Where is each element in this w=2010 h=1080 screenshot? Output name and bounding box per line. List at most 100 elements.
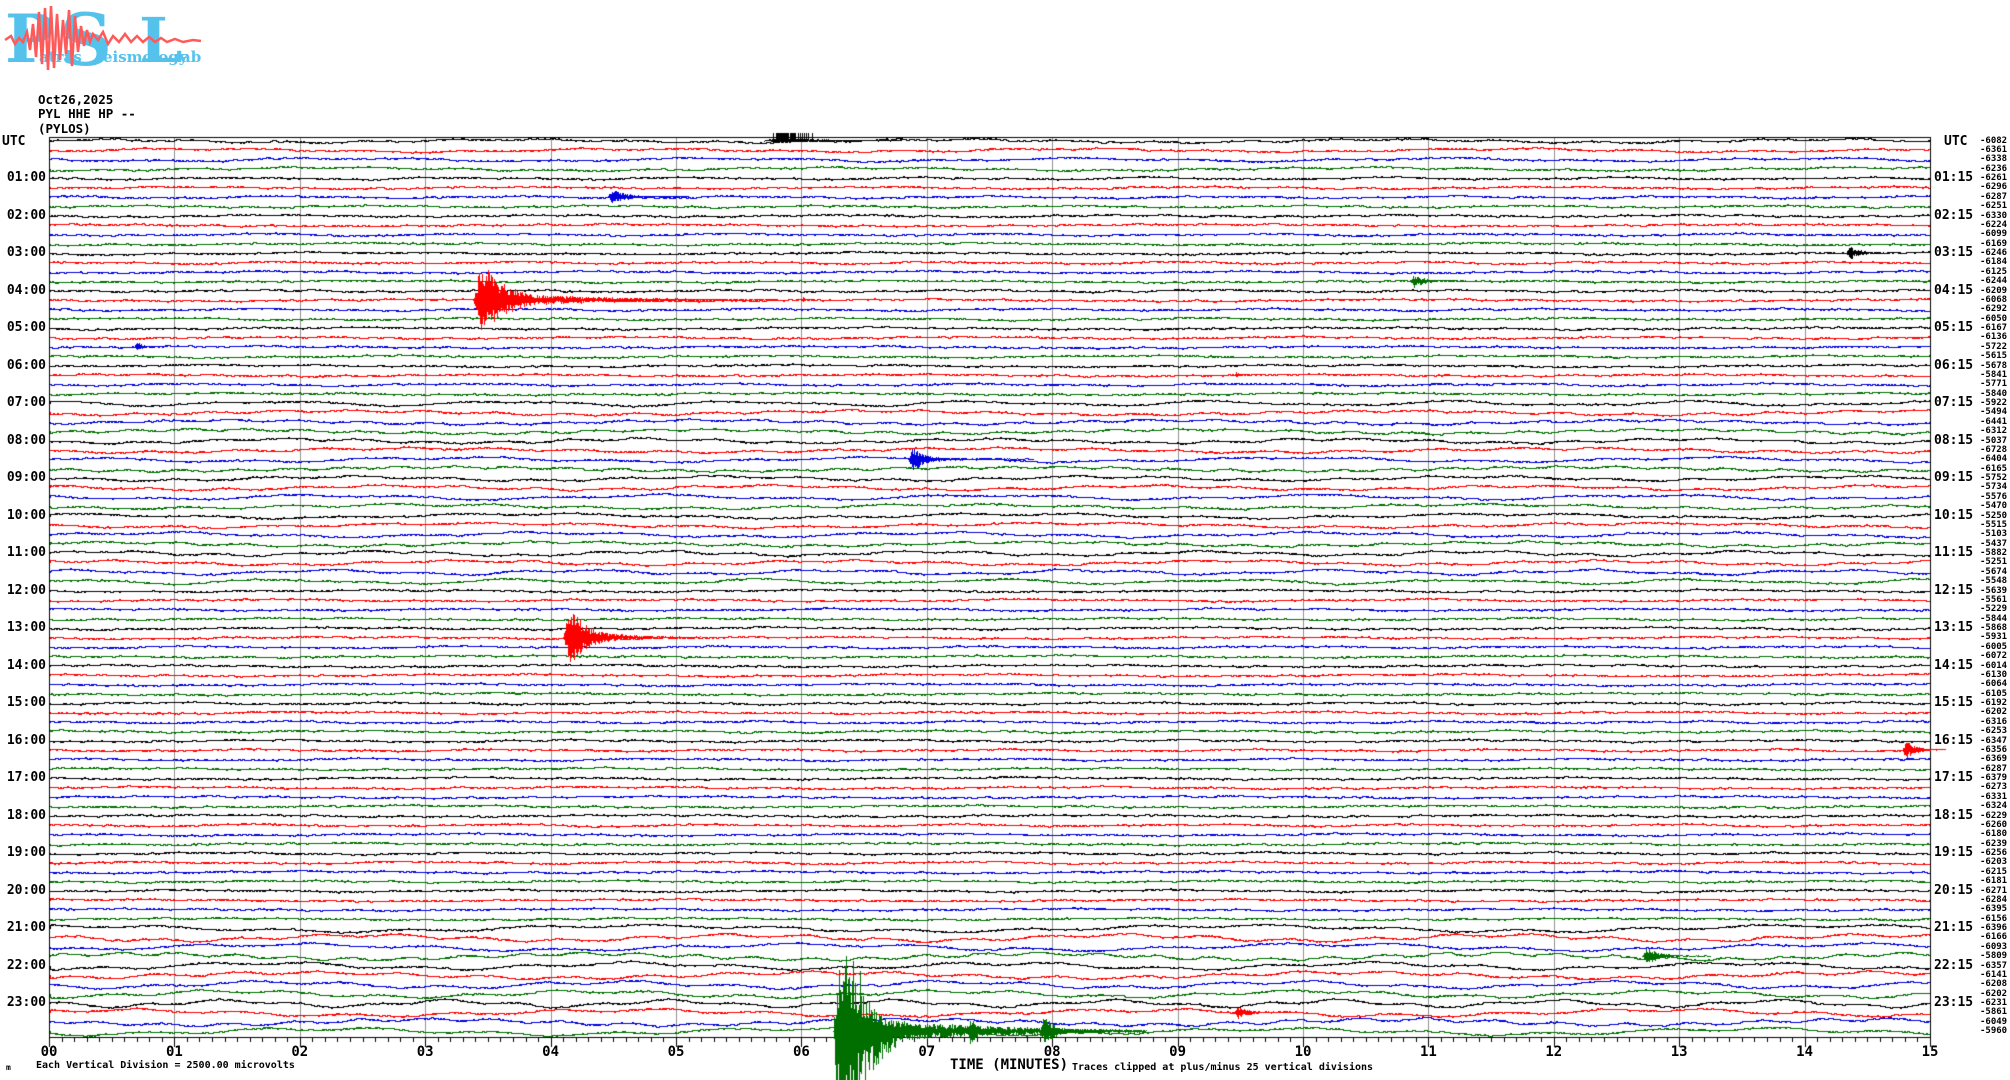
offset-value: -6287 [1980, 191, 2008, 202]
right-time-label: 13:15 [1934, 620, 1974, 635]
offset-value: -6244 [1980, 276, 2008, 287]
offset-value: -6169 [1980, 238, 2008, 249]
offset-value: -6105 [1980, 688, 2008, 699]
offset-value: -6224 [1980, 219, 2008, 230]
left-time-label: 12:00 [6, 582, 46, 598]
offset-value: -6068 [1980, 294, 2008, 305]
right-time-label: 07:15 [1934, 395, 1974, 410]
offset-value: -6338 [1980, 154, 2008, 165]
offset-value: -6156 [1980, 913, 2008, 924]
offset-value: -6379 [1980, 773, 2008, 783]
x-axis-title: TIME (MINUTES) [950, 1057, 1069, 1073]
right-time-label: 03:15 [1934, 245, 1974, 260]
minute-tick-label: 00 [40, 1044, 58, 1060]
offset-value: -6312 [1980, 426, 2008, 437]
offset-value: -6395 [1980, 904, 2008, 915]
offset-value: -6099 [1980, 229, 2008, 240]
left-time-label: 10:00 [6, 507, 46, 523]
minute-tick-label: 15 [1921, 1044, 1939, 1060]
offset-value: -5722 [1980, 341, 2008, 352]
right-time-label: 21:15 [1934, 920, 1974, 935]
minute-tick-label: 05 [667, 1044, 685, 1060]
header-location: (PYLOS) [38, 121, 91, 136]
offset-value: -5861 [1980, 1007, 2008, 1018]
minute-tick-label: 08 [1043, 1044, 1061, 1060]
offset-value: -5639 [1980, 585, 2008, 596]
left-time-label: 14:00 [6, 657, 46, 673]
left-time-label: 16:00 [6, 732, 46, 748]
left-time-label: 22:00 [6, 957, 46, 973]
left-time-label: 03:00 [6, 245, 46, 260]
offset-value: -6296 [1980, 182, 2008, 193]
left-time-label: 02:00 [6, 207, 46, 223]
right-time-label: 20:15 [1934, 882, 1974, 898]
right-time-label: 08:15 [1934, 432, 1974, 448]
corner-mark: m [6, 1063, 11, 1072]
offset-value: -6130 [1980, 669, 2008, 680]
offset-value: -6229 [1980, 810, 2008, 821]
right-time-label: 11:15 [1934, 545, 1974, 560]
offset-value: -6005 [1980, 641, 2008, 652]
offset-value: -5678 [1980, 360, 2008, 371]
right-time-label: 19:15 [1934, 845, 1974, 860]
minute-tick-label: 06 [792, 1044, 810, 1060]
utc-label-right: UTC [1944, 134, 1968, 149]
offset-value: -6082 [1980, 135, 2008, 146]
offset-value: -6014 [1980, 660, 2008, 671]
minute-tick-label: 02 [291, 1044, 309, 1060]
offset-value: -6441 [1980, 416, 2008, 427]
offset-value: -6253 [1980, 726, 2008, 737]
offset-value: -6396 [1980, 923, 2008, 933]
header-station: PYL HHE HP -- [38, 106, 136, 121]
offset-value: -6330 [1980, 210, 2008, 221]
offset-value: -6050 [1980, 313, 2008, 324]
minute-tick-label: 07 [918, 1044, 936, 1060]
offset-value: -5844 [1980, 613, 2008, 624]
offset-value: -6271 [1980, 885, 2008, 896]
offset-value: -5809 [1980, 951, 2008, 962]
right-time-label: 16:15 [1934, 732, 1974, 748]
offset-value: -6356 [1980, 744, 2008, 755]
logo-word-seismology: eismology [103, 48, 189, 66]
scale-note: Each Vertical Division = 2500.00 microvo… [36, 1060, 295, 1071]
offset-value: -6166 [1980, 932, 2008, 943]
left-time-label: 20:00 [6, 882, 46, 898]
minute-tick-label: 09 [1169, 1044, 1187, 1060]
offset-value: -6316 [1980, 716, 2008, 727]
offset-value: -5437 [1980, 538, 2008, 549]
offset-value: -6167 [1980, 323, 2008, 333]
logo-waveform-icon [4, 5, 202, 71]
right-time-label: 23:15 [1934, 995, 1974, 1010]
right-time-label: 04:15 [1934, 282, 1974, 298]
minute-tick-label: 04 [542, 1044, 560, 1060]
right-time-label: 18:15 [1934, 807, 1974, 823]
offset-value: -5922 [1980, 398, 2008, 408]
offset-value: -6404 [1980, 454, 2008, 465]
offset-value: -6231 [1980, 998, 2008, 1008]
left-time-label: 07:00 [6, 395, 46, 410]
offset-value: -5229 [1980, 604, 2008, 615]
right-time-label: 01:15 [1934, 170, 1974, 185]
left-time-label: 17:00 [6, 770, 46, 785]
minute-tick-label: 12 [1545, 1044, 1563, 1060]
offset-value: -6072 [1980, 651, 2008, 662]
offset-value: -5548 [1980, 576, 2008, 587]
offset-value: -5515 [1980, 519, 2008, 530]
offset-value: -6202 [1980, 988, 2008, 999]
right-time-label: 12:15 [1934, 582, 1974, 598]
offset-value: -5960 [1980, 1026, 2008, 1037]
offset-value: -6292 [1980, 304, 2008, 315]
offset-value: -6125 [1980, 266, 2008, 277]
offset-value: -5494 [1980, 407, 2008, 418]
offset-value: -5103 [1980, 529, 2008, 540]
offset-value: -6181 [1980, 876, 2008, 887]
psl-logo: P atras S eismology L ab [4, 2, 202, 74]
offset-value: -5615 [1980, 351, 2008, 362]
offset-value: -5470 [1980, 501, 2008, 512]
offset-value: -6049 [1980, 1016, 2008, 1027]
logo-word-lab: ab [181, 48, 201, 66]
header-date: Oct26,2025 [38, 92, 114, 107]
offset-value: -6260 [1980, 819, 2008, 830]
